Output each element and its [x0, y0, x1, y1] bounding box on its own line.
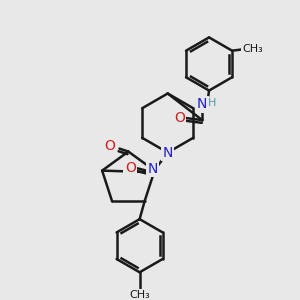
Text: O: O [104, 139, 115, 153]
Text: H: H [208, 98, 216, 108]
Text: N: N [163, 146, 173, 160]
Text: O: O [174, 111, 185, 125]
Text: CH₃: CH₃ [129, 290, 150, 300]
Text: O: O [125, 161, 136, 175]
Text: N: N [147, 162, 158, 176]
Text: CH₃: CH₃ [242, 44, 263, 54]
Text: N: N [197, 97, 207, 111]
